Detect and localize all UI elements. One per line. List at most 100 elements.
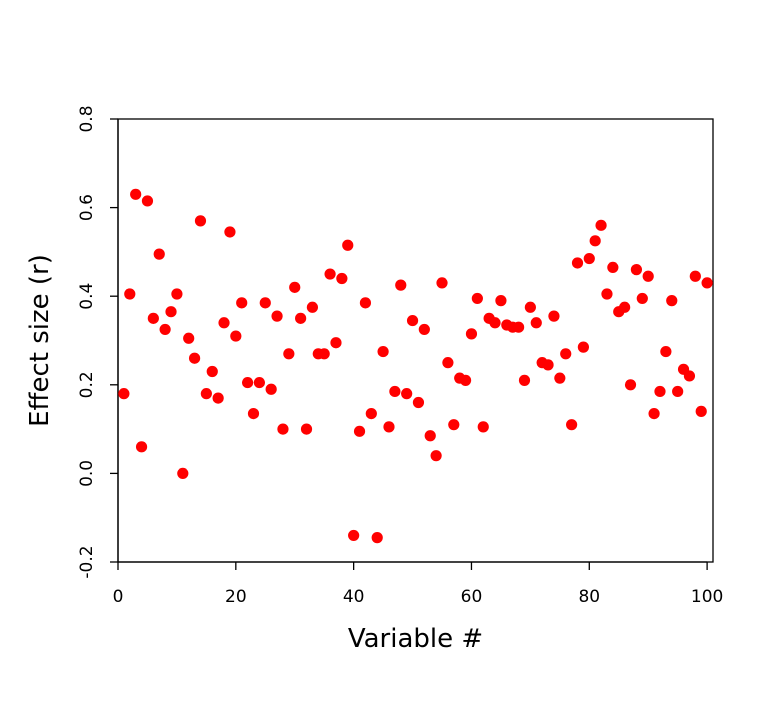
data-point [442,357,454,369]
data-point [277,423,289,435]
data-point [289,281,301,293]
data-point [459,374,472,386]
data-point [336,272,348,285]
x-tick-label: 60 [461,587,483,607]
y-axis-title: Effect size (r) [25,254,55,427]
data-point [165,306,177,318]
data-point [265,383,277,395]
data-point [630,264,643,276]
data-point [236,297,248,309]
data-point [253,376,265,389]
data-point [383,421,395,433]
y-tick-label: 0.8 [77,105,97,132]
data-point [271,310,283,322]
data-point [619,301,631,313]
data-point [566,419,578,431]
y-tick-label: 0.4 [77,283,97,310]
data-point [218,317,230,329]
y-tick-label: -0.2 [77,545,97,578]
x-tick-label: 80 [578,587,600,607]
data-point [224,226,236,238]
data-point [424,430,436,442]
data-point [701,277,713,289]
x-tick-label: 40 [343,587,365,607]
data-point [242,376,254,389]
plot-frame [117,118,714,563]
data-point [130,188,142,200]
data-point [212,392,224,404]
data-point [395,279,407,291]
data-point [607,261,619,274]
data-point [465,328,478,340]
data-point [247,407,260,420]
data-point [471,292,483,305]
data-point [642,270,654,282]
data-point [554,372,566,384]
data-point [595,219,607,231]
data-point [153,248,165,260]
data-point [583,252,595,265]
data-point [418,323,430,336]
x-tick-label: 20 [225,587,247,607]
data-point [353,425,366,437]
data-point [295,312,307,324]
data-point [654,385,666,398]
data-point [171,288,183,300]
data-point [188,352,201,364]
data-point [477,421,489,433]
data-point [689,270,701,282]
x-tick-label: 100 [691,587,723,607]
x-tick-label: 0 [113,587,124,607]
data-point [306,301,319,313]
data-point [365,407,377,420]
data-point [118,388,130,400]
data-point [200,388,212,400]
data-point [518,374,531,386]
data-point [124,288,136,300]
data-point [542,359,554,371]
x-axis-title: Variable # [348,624,483,654]
data-point [530,317,542,329]
data-point [589,235,601,247]
data-point [318,348,330,360]
data-point [512,321,525,333]
data-point [348,529,360,542]
data-point [683,370,696,382]
data-point [648,407,660,420]
data-point [560,348,572,360]
data-point [330,337,342,349]
data-point [206,365,218,378]
data-point [524,301,536,313]
data-point [183,332,195,344]
data-point [389,385,401,398]
x-axis: 0 20 40 60 80 100 [113,561,723,607]
data-point [135,441,148,453]
y-tick-label: 0.2 [77,371,97,398]
data-point [571,257,584,269]
data-point [401,388,413,400]
data-point [448,419,460,431]
data-point [672,385,684,398]
data-point [695,405,707,417]
data-point [660,345,672,358]
y-tick-label: 0.6 [77,194,97,221]
data-point [371,532,383,544]
data-point [436,277,448,289]
data-point [194,215,207,227]
data-point [259,297,271,309]
data-point [548,310,560,322]
data-point [489,317,501,329]
data-point [577,341,589,353]
data-point [141,195,154,207]
data-point [624,379,637,391]
data-point [601,288,613,300]
data-point [230,330,242,342]
data-point [377,345,389,358]
data-point [430,450,442,462]
data-point [666,295,678,307]
data-point [177,467,189,479]
data-point [300,423,313,435]
data-points [118,188,713,544]
data-point [412,396,425,409]
